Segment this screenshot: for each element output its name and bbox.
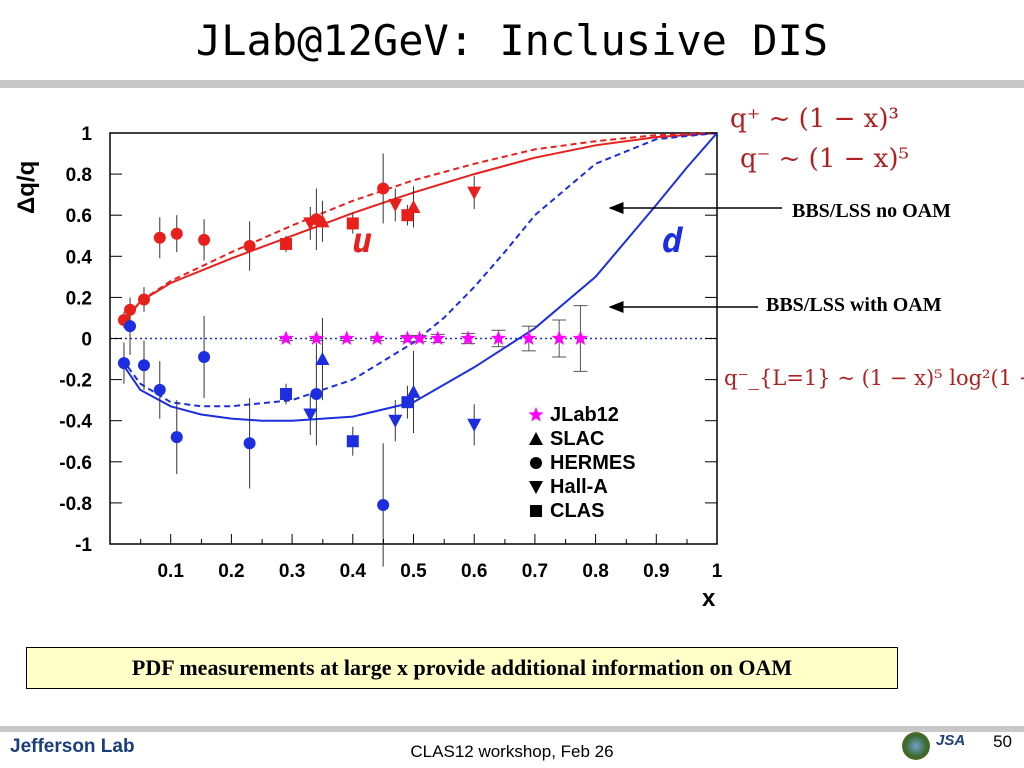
- legend-label: JLab12: [550, 404, 619, 426]
- legend-label: HERMES: [550, 452, 636, 474]
- point-jlab12-projected: [460, 330, 476, 345]
- point-slac-d: [406, 384, 421, 398]
- slide-title: JLab@12GeV: Inclusive DIS: [195, 16, 829, 65]
- point-jlab12-projected: [521, 330, 537, 345]
- point-jlab12-projected: [551, 330, 567, 345]
- point-hall-a-d: [388, 414, 403, 428]
- title-divider: [0, 80, 1024, 88]
- point-jlab12-projected: [490, 330, 507, 345]
- legend-marker: [528, 407, 544, 422]
- x-tick-label: 0.4: [340, 561, 367, 582]
- point-clas-u: [346, 217, 359, 230]
- point-hermes-d: [137, 359, 150, 372]
- point-hermes-u: [377, 182, 390, 195]
- formula-q-minus: q⁻ ~ (1 − x)⁵: [740, 144, 909, 174]
- point-hall-a-d: [467, 418, 482, 432]
- curve-u-no-oam: [121, 132, 718, 325]
- d-quark-label: d: [662, 221, 684, 261]
- y-tick-label: -0.6: [59, 453, 92, 474]
- legend-marker: [529, 481, 543, 494]
- x-tick-label: 0.1: [157, 561, 184, 582]
- page-number: 50: [993, 732, 1012, 751]
- point-clas-d: [346, 435, 359, 448]
- annotation-with-oam: BBS/LSS with OAM: [766, 294, 942, 316]
- point-hermes-u: [243, 240, 256, 253]
- point-jlab12-projected: [278, 330, 294, 345]
- point-hermes-d: [170, 431, 183, 444]
- point-jlab12-projected: [308, 330, 324, 345]
- y-tick-label: -1: [75, 535, 92, 556]
- u-quark-label: u: [352, 221, 372, 261]
- point-hermes-u: [153, 231, 166, 244]
- point-hall-a-u: [303, 217, 318, 231]
- point-hermes-d: [198, 350, 211, 363]
- summary-callout: PDF measurements at large x provide addi…: [26, 647, 898, 689]
- y-tick-label: 0: [81, 330, 92, 351]
- point-clas-d: [401, 396, 414, 409]
- point-hall-a-u: [388, 198, 403, 212]
- x-tick-label: 0.9: [643, 561, 669, 582]
- x-tick-label: 1: [712, 561, 723, 582]
- y-tick-label: 0.8: [66, 165, 92, 186]
- legend-marker: [529, 432, 543, 445]
- point-hermes-d: [310, 387, 323, 400]
- jefferson-lab-logo: Jefferson Lab: [10, 736, 135, 757]
- y-tick-label: 0.2: [66, 288, 92, 309]
- point-slac-u: [315, 214, 330, 228]
- point-hermes-u: [137, 293, 150, 306]
- point-clas-d: [280, 387, 293, 400]
- point-hermes-d: [117, 357, 130, 370]
- point-jlab12-projected: [399, 330, 415, 345]
- y-tick-label: 1: [81, 124, 92, 145]
- point-hermes-u: [170, 227, 183, 240]
- point-hermes-d: [153, 383, 166, 396]
- point-hermes-u: [124, 303, 137, 316]
- y-tick-label: 0.4: [66, 247, 93, 268]
- x-tick-label: 0.7: [522, 561, 548, 582]
- y-tick-label: -0.8: [59, 494, 92, 515]
- y-tick-label: -0.4: [59, 412, 92, 433]
- x-tick-label: 0.8: [582, 561, 608, 582]
- point-clas-u: [401, 209, 414, 222]
- y-tick-label: 0.6: [66, 206, 92, 227]
- point-jlab12-projected: [412, 330, 428, 345]
- x-tick-label: 0.2: [218, 561, 244, 582]
- footer-text: CLAS12 workshop, Feb 26: [410, 742, 614, 761]
- x-tick-label: 0.6: [461, 561, 487, 582]
- y-tick-label: -0.2: [59, 371, 92, 392]
- legend-label: CLAS: [550, 500, 604, 522]
- point-jlab12-projected: [369, 330, 385, 345]
- footer-divider: [0, 726, 1024, 732]
- curve-d-no-oam: [121, 132, 718, 408]
- curve-u-with-oam: [121, 132, 718, 325]
- point-hall-a-d: [303, 408, 318, 422]
- legend-label: Hall-A: [550, 476, 608, 498]
- legend-marker: [530, 457, 542, 469]
- x-tick-label: 0.3: [279, 561, 305, 582]
- point-clas-u: [280, 237, 293, 250]
- point-slac-d: [315, 352, 330, 366]
- point-hermes-d: [243, 437, 256, 450]
- dis-asymmetry-chart: 0.1 0.2 0.3 0.4 0.5 0.6 0.7 0.8 0.9 1 1 0.8 0.6 0.4 0.…: [13, 124, 782, 612]
- x-axis-label: x: [702, 585, 716, 612]
- legend-marker: [530, 505, 542, 517]
- point-jlab12-projected: [572, 330, 588, 345]
- formula-q-minus-oam: q⁻_{L=1} ~ (1 − x)⁵ log²(1 − x): [724, 366, 1024, 390]
- point-hermes-d: [377, 498, 390, 511]
- point-hermes-d: [124, 320, 137, 333]
- point-hermes-u: [198, 233, 211, 246]
- jsa-logo: JSA: [936, 732, 966, 749]
- doe-seal-icon: [902, 732, 930, 760]
- annotation-no-oam: BBS/LSS no OAM: [792, 200, 951, 222]
- point-jlab12-projected: [339, 330, 355, 345]
- x-tick-label: 0.5: [400, 561, 427, 582]
- curve-d-with-oam: [121, 132, 718, 422]
- formula-q-plus: q⁺ ~ (1 − x)³: [730, 104, 899, 134]
- legend-label: SLAC: [550, 428, 604, 450]
- point-hall-a-u: [467, 186, 482, 200]
- y-axis-label: Δq/q: [13, 161, 40, 214]
- point-jlab12-projected: [430, 330, 446, 345]
